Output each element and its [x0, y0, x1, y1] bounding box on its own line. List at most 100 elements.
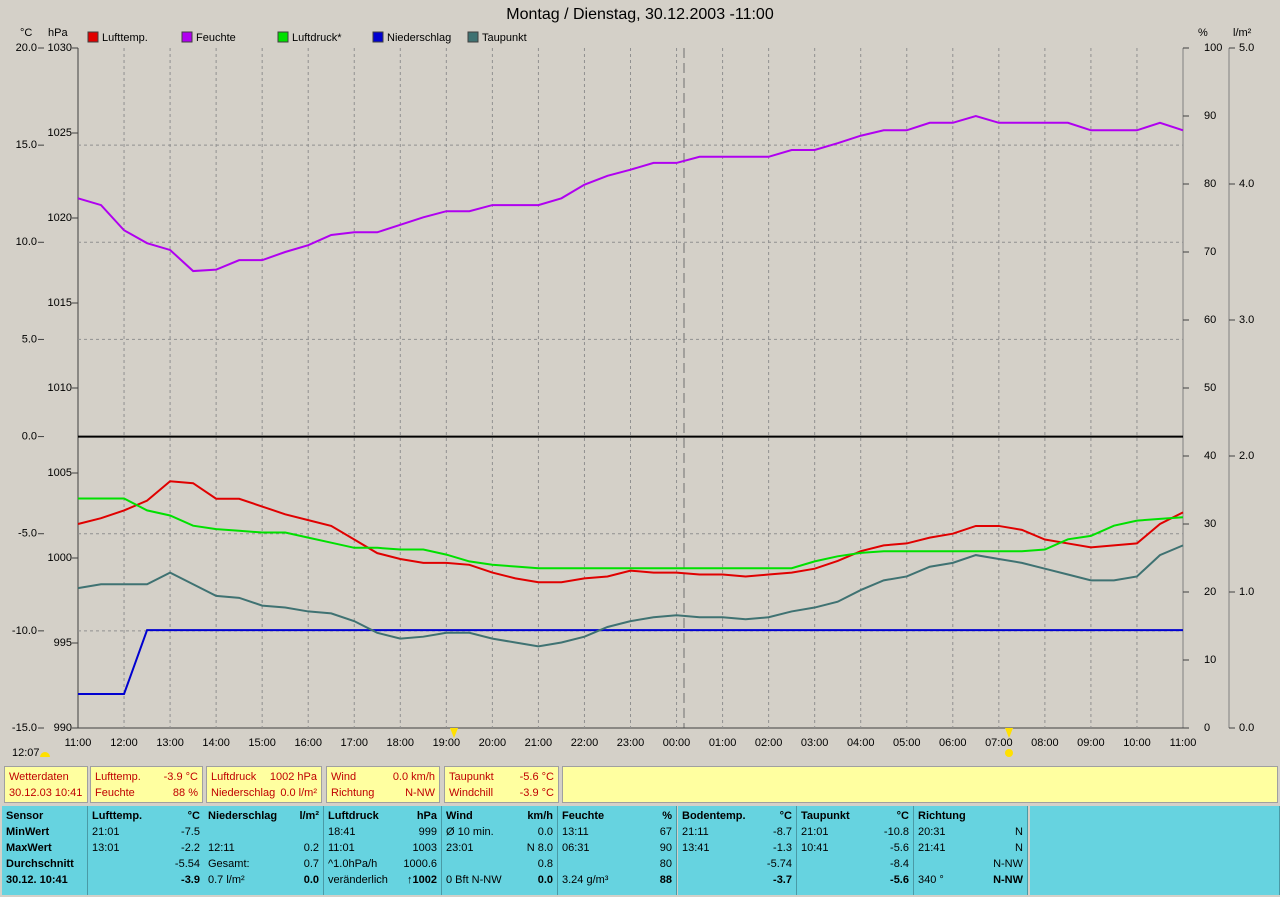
row-label: Durchschnitt — [6, 858, 74, 870]
info-label: Wind — [331, 771, 357, 783]
y-tick-label: 1005 — [48, 467, 72, 479]
y-tick-label: 3.0 — [1239, 314, 1254, 326]
column-name: Wind — [446, 810, 473, 822]
cell-time: 12:11 — [208, 842, 235, 854]
table-header: Lufttemp. °C — [92, 808, 200, 824]
column-unit: l/m² — [299, 810, 319, 822]
table-corner: Sensor — [6, 810, 44, 822]
info-label: Lufttemp. — [95, 771, 141, 783]
column-unit: °C — [896, 810, 909, 822]
axis-unit: hPa — [48, 27, 68, 39]
cell-time: 20:31 — [918, 826, 946, 838]
y-tick-label: 50 — [1204, 382, 1216, 394]
table-cell: Lufttemp. °C 21:01 -7.5 13:01 -2.2 -5.54 -3.9 — [88, 806, 205, 895]
y-tick-label: 5.0 — [1239, 42, 1254, 54]
chart-title: Montag / Dienstag, 30.12.2003 -11:00 — [506, 6, 774, 23]
table-cell: Richtung 20:31 N 21:41 N N-NW 340 ° N-NW — [914, 806, 1028, 895]
table-row: 3.24 g/m³ 88 — [562, 872, 672, 888]
cell-time: 340 ° — [918, 874, 944, 886]
cell-value: -5.6 — [890, 842, 909, 854]
info-row: 30.12.03 10:41 — [9, 785, 83, 801]
table-row: veränderlich ↑1002 — [328, 872, 437, 888]
info-value: 88 % — [172, 787, 198, 799]
table-cell: Sensor MinWert MaxWert Durchschnitt 30.12. 1… — [2, 806, 88, 895]
y-tick-label: 1015 — [48, 297, 72, 309]
cell-value: 88 — [659, 874, 672, 886]
column-name: Richtung — [918, 810, 966, 822]
y-tick-label: 80 — [1204, 178, 1216, 190]
cell-time: 21:01 — [801, 826, 829, 838]
cell-value: -5.74 — [766, 858, 792, 870]
x-tick-label: 18:00 — [387, 737, 415, 749]
info-label: Richtung — [331, 787, 375, 799]
y-tick-label: 20 — [1204, 586, 1216, 598]
column-unit: % — [662, 810, 672, 822]
table-row: 20:31 N — [918, 824, 1023, 840]
column-name: Feuchte — [562, 810, 605, 822]
info-label: Niederschlag — [211, 787, 276, 799]
sunrise-marker — [1005, 728, 1013, 738]
cell-time: 13:11 — [562, 826, 589, 838]
table-row: -8.4 — [801, 856, 909, 872]
y-tick-label: 15.0 — [16, 139, 37, 151]
x-tick-label: 10:00 — [1123, 737, 1151, 749]
table-row: 13:11 67 — [562, 824, 672, 840]
table-row: -5.54 — [92, 856, 200, 872]
y-tick-label: 10 — [1204, 654, 1216, 666]
info-value: 0.0 km/h — [392, 771, 435, 783]
cell-value: N — [1015, 842, 1023, 854]
cell-value: -2.2 — [181, 842, 200, 854]
cell-value: 0.7 — [303, 858, 319, 870]
info-row: Luftdruck 1002 hPa — [211, 769, 317, 785]
cell-value: N-NW — [993, 874, 1023, 886]
column-unit: °C — [187, 810, 200, 822]
column-unit: km/h — [527, 810, 553, 822]
legend-swatch — [372, 31, 384, 43]
y-tick-label: 990 — [54, 722, 72, 734]
cell-value: 80 — [659, 858, 672, 870]
cell-time: 23:01 — [446, 842, 474, 854]
table-cell: Feuchte% 13:11 67 06:31 90 80 3.24 g/m³ 88 — [558, 806, 677, 895]
table-row: 21:41 N — [918, 840, 1023, 856]
legend-label: Taupunkt — [482, 32, 527, 44]
cell-value: -3.9 — [181, 874, 200, 886]
info-row: Wetterdaten — [9, 769, 83, 785]
column-name: Taupunkt — [801, 810, 850, 822]
cell-value: N — [1015, 826, 1023, 838]
table-row: Gesamt: 0.7 — [208, 856, 319, 872]
y-tick-label: 0.0 — [1239, 722, 1254, 734]
cell-time: 21:41 — [918, 842, 946, 854]
table-row: 12:11 0.2 — [208, 840, 319, 856]
legend-swatch — [87, 31, 99, 43]
x-tick-label: 15:00 — [248, 737, 276, 749]
table-row: 21:01 -7.5 — [92, 824, 200, 840]
table-row: Durchschnitt — [6, 856, 83, 872]
info-value: 1002 hPa — [269, 771, 317, 783]
table-row: 30.12. 10:41 — [6, 872, 83, 888]
y-tick-label: 100 — [1204, 42, 1222, 54]
table-row: 23:01 N 8.0 — [446, 840, 553, 856]
x-tick-label: 13:00 — [156, 737, 184, 749]
y-tick-label: -10.0 — [12, 625, 37, 637]
y-tick-label: 1010 — [48, 382, 72, 394]
table-cell: Niederschlag l/m² 12:11 0.2 Gesamt: 0.7 0.7 l/… — [204, 806, 324, 895]
cell-time: 0.7 l/m² — [208, 874, 245, 886]
cell-time: 06:31 — [562, 842, 590, 854]
column-name: Niederschlag — [208, 810, 278, 822]
y-tick-label: 20.0 — [16, 42, 37, 54]
row-label: MaxWert — [6, 842, 52, 854]
chart: Montag / Dienstag, 30.12.2003 -11:00 °C … — [12, 6, 1254, 759]
table-row: -3.7 — [682, 872, 792, 888]
info-label: 30.12.03 10:41 — [9, 787, 83, 799]
x-tick-label: 06:00 — [939, 737, 967, 749]
info-row: Richtung N-NW — [331, 785, 435, 801]
cell-value: -3.7 — [773, 874, 792, 886]
cell-time: Gesamt: — [208, 858, 250, 870]
sun-marker — [1005, 749, 1013, 757]
table-header: Richtung — [918, 808, 1023, 824]
legend-swatch — [277, 31, 289, 43]
info-value: -3.9 °C — [163, 771, 198, 783]
table-row: 06:31 90 — [562, 840, 672, 856]
info-cell: Wind 0.0 km/h Richtung N-NW — [326, 766, 440, 803]
x-tick-label: 11:00 — [1170, 737, 1197, 749]
